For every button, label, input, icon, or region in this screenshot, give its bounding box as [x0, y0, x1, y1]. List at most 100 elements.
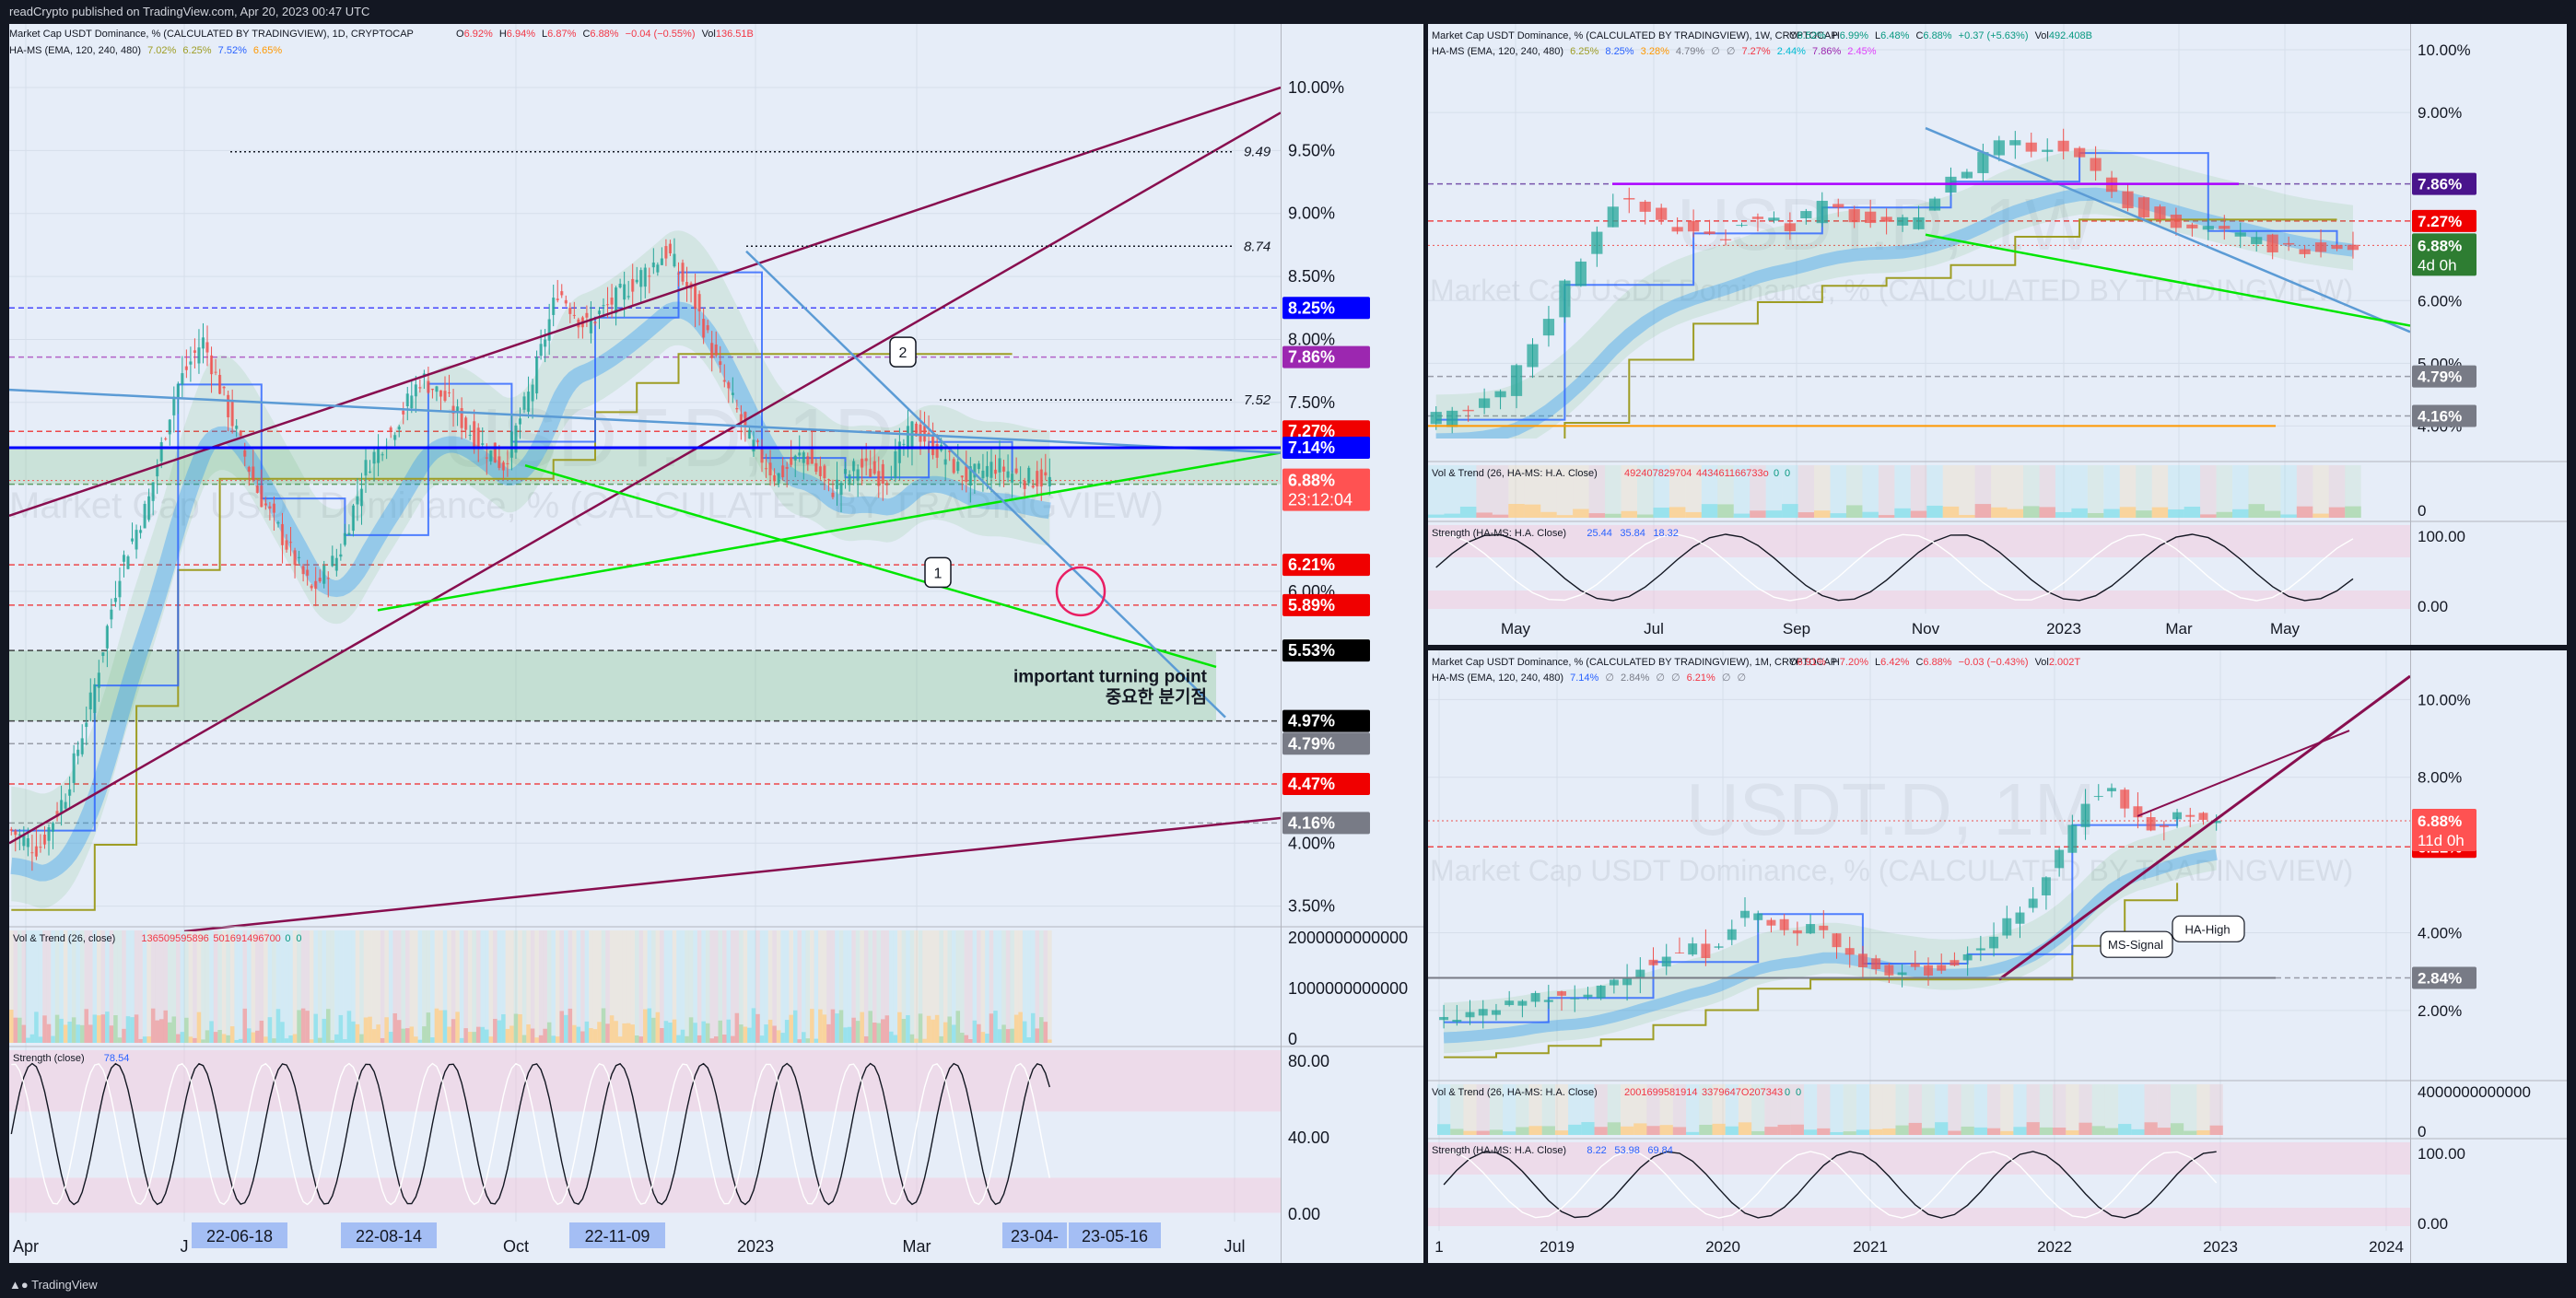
- d-trend-bg: [546, 930, 552, 1043]
- d-candle-body: [572, 314, 576, 316]
- m-candle-body: [1622, 977, 1633, 986]
- w-trend-bg: [1814, 465, 1831, 518]
- d-candle-body: [130, 538, 135, 542]
- w-volume-bar: [2313, 513, 2329, 518]
- m-candle-body: [2198, 813, 2208, 820]
- m-candle-body: [1897, 972, 1907, 976]
- d-candle-body: [615, 287, 618, 314]
- d-candle-body: [952, 459, 955, 474]
- d-candle-body: [51, 823, 55, 832]
- m-candle-body: [1543, 1000, 1553, 1002]
- w-candle-body: [2283, 242, 2295, 245]
- w-candle-body: [2331, 244, 2343, 250]
- weekly-chart-panel[interactable]: Market Cap USDT Dominance, % (CALCULATED…: [1428, 24, 2567, 645]
- d-candle-body: [681, 263, 685, 282]
- d-volume-bar: [772, 1025, 777, 1043]
- m-y-tick-label: 8.00%: [2418, 769, 2462, 787]
- d-candle-body: [138, 530, 143, 533]
- daily-chart-svg[interactable]: Market Cap USDT Dominance, % (CALCULATED…: [9, 24, 1423, 1263]
- d-trend-bg: [934, 930, 940, 1043]
- d-trend-bg: [835, 930, 839, 1043]
- weekly-ohlc: O6.52% H6.99% L6.48% C6.88% +0.37 (+5.63…: [1789, 30, 2092, 41]
- d-volume-bar: [401, 1028, 406, 1043]
- w-last-price-label: 6.88%: [2418, 237, 2462, 254]
- d-volume-bar: [267, 1017, 273, 1043]
- d-candle-body: [927, 432, 931, 436]
- d-candle-body: [298, 556, 301, 558]
- w-candle-body: [1977, 152, 1989, 173]
- weekly-chart-svg[interactable]: Market Cap USDT Dominance, % (CALCULATED…: [1428, 24, 2567, 645]
- footer-brand[interactable]: TradingView: [31, 1278, 98, 1292]
- w-candle-body: [1479, 398, 1491, 408]
- d-candle-body: [651, 263, 655, 268]
- d-trend-bg: [267, 930, 273, 1043]
- d-volume-bar: [1001, 1024, 1006, 1043]
- m-volume-bar: [1948, 1130, 1961, 1135]
- w-trend-bg: [2039, 465, 2055, 518]
- d-candle-body: [93, 684, 97, 713]
- d-candle-body: [193, 350, 197, 353]
- d-candle-body: [156, 465, 159, 477]
- m-trend-bg: [1712, 1084, 1726, 1135]
- d-trend-bg: [792, 930, 798, 1043]
- d-candle-body: [372, 451, 376, 464]
- d-volume-bar: [9, 1010, 14, 1043]
- w-x-tick-label: Nov: [1912, 620, 1940, 637]
- d-trend-bg: [747, 930, 752, 1043]
- m-volume-bar: [2104, 1128, 2119, 1135]
- d-trend-bg: [380, 930, 385, 1043]
- m-trend-bg: [1541, 1084, 1555, 1135]
- d-candle-body: [731, 392, 734, 395]
- d-candle-body: [306, 569, 310, 576]
- w-trend-bg: [1508, 465, 1525, 518]
- m-volume-bar: [1568, 1124, 1582, 1135]
- d-candle-body: [697, 294, 701, 311]
- d-candle-body: [535, 357, 539, 394]
- m-volume-bar: [1725, 1126, 1739, 1135]
- d-trend-bg: [463, 930, 468, 1043]
- d-trend-bg: [334, 930, 339, 1043]
- w-strength-tick: 100.00: [2418, 528, 2465, 545]
- d-trend-bg: [731, 930, 735, 1043]
- d-volume-bar: [501, 1014, 506, 1043]
- d-candle-body: [1027, 467, 1031, 484]
- m-strength-tick: 100.00: [2418, 1145, 2465, 1163]
- m-trend-bg: [1895, 1084, 1909, 1135]
- w-vol-value: 443461166733o: [1696, 468, 1769, 479]
- monthly-chart-panel[interactable]: Market Cap USDT Dominance, % (CALCULATED…: [1428, 650, 2567, 1263]
- d-candle-body: [631, 278, 635, 292]
- w-trend-bg: [1750, 465, 1766, 518]
- d-trend-bg: [518, 930, 522, 1043]
- d-candle-body: [101, 652, 105, 657]
- d-volume-bar: [409, 1026, 415, 1043]
- m-volume-bar: [1973, 1127, 1987, 1135]
- monthly-chart-svg[interactable]: Market Cap USDT Dominance, % (CALCULATED…: [1428, 650, 2567, 1263]
- m-trend-bg: [2209, 1084, 2223, 1135]
- d-level-label: 9.49: [1244, 145, 1271, 160]
- m-volume-bar: [1817, 1128, 1831, 1135]
- tradingview-logo-icon[interactable]: ▲●: [9, 1278, 29, 1292]
- m-volume-bar: [1935, 1122, 1949, 1135]
- d-y-tick-label: 7.50%: [1288, 393, 1335, 412]
- d-candle-body: [768, 462, 772, 475]
- d-volume-bar: [388, 1032, 393, 1043]
- d-trend-line: [183, 816, 1281, 931]
- d-candle-body: [227, 394, 230, 417]
- d-trend-bg: [947, 930, 952, 1043]
- w-candle-body: [1462, 409, 1474, 412]
- d-volume-bar: [934, 1014, 940, 1043]
- d-trend-bg: [526, 930, 531, 1043]
- w-trend-bg: [1959, 465, 1975, 518]
- d-volume-bar: [668, 1023, 673, 1043]
- d-candle-body: [293, 550, 297, 566]
- m-candle-body: [1439, 1016, 1449, 1021]
- d-candle-body: [1006, 471, 1010, 478]
- w-volume-bar: [1476, 512, 1493, 518]
- daily-chart-panel[interactable]: Market Cap USDT Dominance, % (CALCULATED…: [9, 24, 1423, 1263]
- d-trend-bg: [42, 930, 47, 1043]
- w-volume-bar: [1717, 504, 1734, 518]
- w-trend-bg: [1556, 465, 1574, 518]
- d-candle-body: [485, 457, 488, 459]
- d-volume-bar: [155, 1020, 159, 1043]
- d-candle-body: [1023, 480, 1026, 489]
